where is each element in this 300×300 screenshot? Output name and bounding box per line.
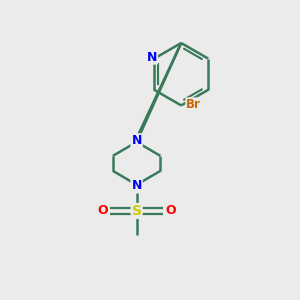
Text: O: O	[165, 204, 175, 218]
Text: N: N	[131, 134, 142, 147]
Text: S: S	[132, 204, 142, 218]
Text: N: N	[131, 179, 142, 193]
Text: N: N	[147, 51, 157, 64]
Text: O: O	[98, 204, 108, 218]
Text: Br: Br	[186, 98, 201, 111]
